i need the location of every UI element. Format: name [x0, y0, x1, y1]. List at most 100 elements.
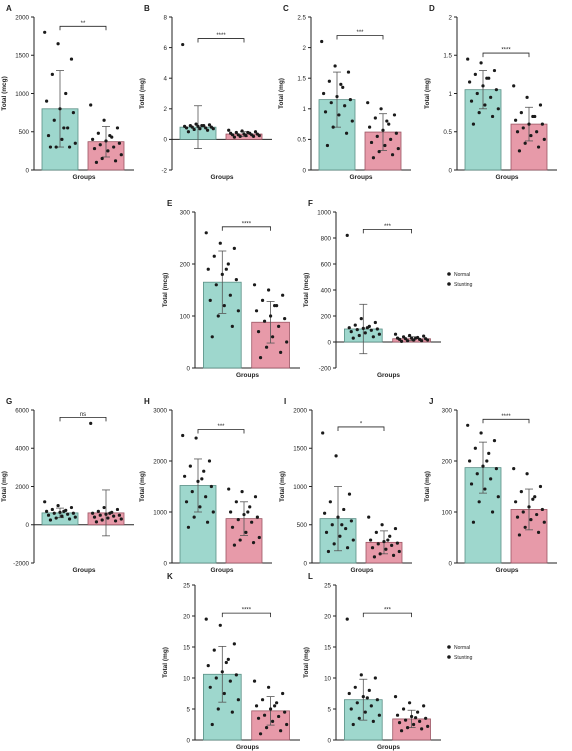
data-point	[334, 454, 338, 458]
data-point	[73, 515, 77, 519]
data-point	[512, 84, 516, 88]
significance-bracket	[221, 226, 271, 231]
panel-letter: F	[308, 199, 313, 208]
data-point	[420, 727, 424, 731]
data-point	[196, 124, 200, 128]
data-point	[422, 704, 426, 708]
data-point	[50, 507, 54, 512]
data-point	[244, 530, 248, 535]
data-point	[466, 423, 470, 427]
panel-letter: G	[6, 397, 12, 406]
data-point	[377, 332, 381, 336]
data-point	[336, 515, 340, 519]
data-point	[277, 324, 281, 328]
data-point	[473, 446, 477, 450]
data-point	[229, 510, 233, 514]
y-axis-label: Total (mg)	[279, 471, 286, 502]
data-point	[285, 340, 289, 344]
data-point	[218, 623, 222, 627]
y-tick-label: 300	[442, 407, 453, 414]
data-point	[60, 514, 64, 518]
data-point	[420, 339, 424, 343]
y-axis-label: Total (mg)	[1, 471, 8, 502]
data-point	[186, 130, 191, 134]
significance-label: ****	[216, 33, 226, 39]
data-point	[373, 320, 377, 325]
y-tick-label: 0	[187, 365, 191, 372]
data-point	[232, 543, 237, 547]
y-tick-label: 200	[180, 261, 191, 268]
y-tick-label: 4	[164, 76, 168, 83]
data-point	[211, 510, 215, 514]
data-point	[228, 679, 232, 683]
y-tick-label: 0	[449, 167, 453, 174]
data-point	[226, 262, 230, 266]
data-point	[485, 459, 489, 463]
panel-letter: L	[308, 572, 313, 581]
data-point	[45, 509, 49, 513]
data-point	[361, 326, 365, 330]
data-point	[48, 518, 53, 522]
data-point	[523, 141, 527, 145]
significance-bracket	[336, 35, 384, 40]
significance-label: ****	[242, 608, 252, 614]
data-point	[119, 517, 123, 521]
y-tick-label: 600	[321, 261, 332, 268]
data-point	[335, 94, 339, 99]
data-point	[496, 495, 500, 499]
data-point	[230, 525, 235, 529]
y-axis-label: Total (mg)	[424, 78, 431, 109]
data-point	[218, 241, 222, 245]
data-point	[251, 541, 256, 545]
data-point	[71, 511, 75, 515]
data-point	[339, 82, 343, 86]
data-point	[351, 722, 355, 727]
significance-label: ****	[242, 221, 252, 227]
data-point	[192, 127, 196, 132]
data-point	[531, 497, 535, 501]
y-tick-label: 10	[324, 675, 331, 682]
data-point	[117, 141, 121, 145]
data-point	[211, 127, 215, 131]
y-tick-label: 2000	[15, 14, 29, 21]
data-point	[529, 518, 533, 522]
data-point	[487, 451, 491, 455]
data-point	[535, 130, 539, 134]
data-point	[67, 517, 72, 521]
data-point	[220, 670, 224, 674]
data-point	[266, 288, 271, 292]
data-point	[207, 459, 212, 463]
data-point	[397, 549, 401, 554]
data-point	[224, 267, 228, 271]
data-point	[202, 469, 206, 473]
data-point	[283, 317, 287, 321]
data-point	[492, 68, 497, 73]
legend-marker	[447, 655, 451, 659]
data-point	[333, 64, 337, 68]
data-point	[232, 135, 237, 139]
y-tick-label: 15	[183, 644, 190, 651]
data-point	[538, 103, 543, 107]
panel-letter: I	[284, 397, 286, 406]
data-point	[232, 246, 236, 250]
data-point	[71, 111, 75, 115]
data-point	[369, 140, 374, 145]
data-point	[89, 103, 93, 107]
data-point	[479, 431, 483, 435]
data-point	[46, 513, 51, 517]
data-point	[517, 533, 522, 537]
data-point	[250, 520, 254, 524]
data-point	[98, 143, 102, 147]
data-point	[248, 505, 252, 509]
data-point	[238, 134, 242, 138]
data-point	[230, 324, 234, 328]
data-point	[517, 149, 522, 153]
data-point	[473, 72, 477, 76]
y-tick-label: 25	[324, 582, 331, 589]
data-point	[368, 125, 372, 129]
y-axis-label: Total (mcg)	[1, 76, 8, 111]
data-point	[353, 323, 357, 327]
data-point	[496, 107, 500, 111]
data-point	[326, 549, 331, 554]
data-point	[94, 520, 99, 524]
